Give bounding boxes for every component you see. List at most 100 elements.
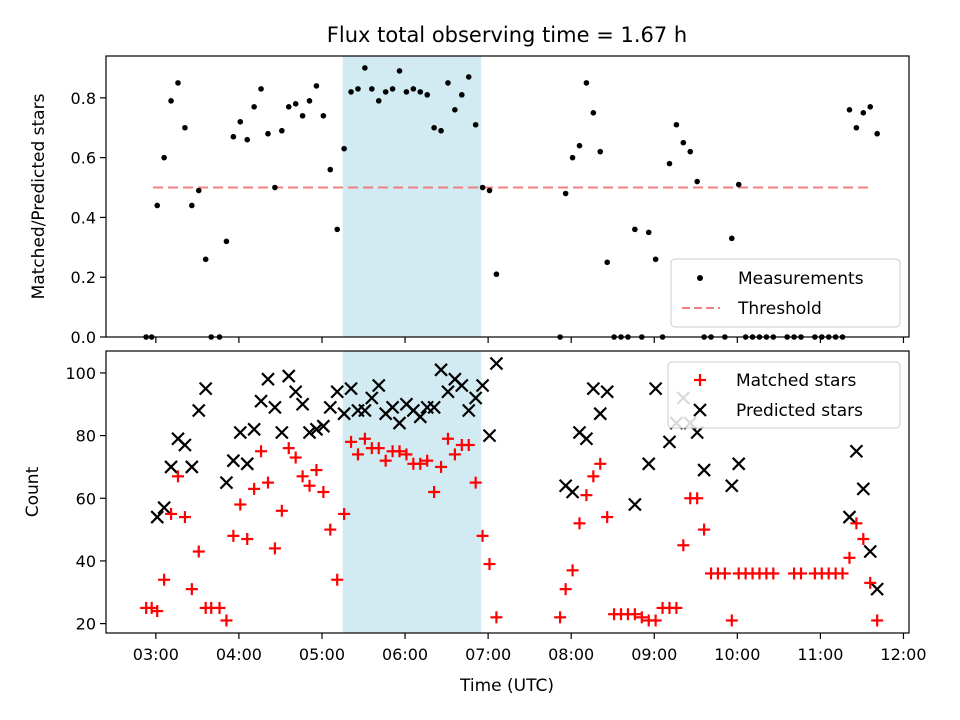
bottom-y-axis-label: Count bbox=[23, 466, 43, 517]
matched-stars-point bbox=[857, 533, 870, 545]
measurement-point bbox=[867, 104, 874, 110]
matched-stars-point bbox=[649, 614, 662, 627]
predicted-stars-point bbox=[842, 510, 857, 524]
matched-stars-point bbox=[698, 523, 711, 536]
predicted-stars-point bbox=[863, 544, 878, 559]
legend-marker-measurements bbox=[697, 275, 703, 281]
measurement-point bbox=[320, 112, 327, 119]
predicted-stars-point bbox=[434, 363, 448, 377]
matched-stars-point bbox=[324, 523, 337, 536]
predicted-stars-point bbox=[358, 403, 372, 418]
predicted-stars-point bbox=[185, 460, 199, 474]
measurement-point bbox=[583, 80, 590, 86]
legend-label-threshold: Threshold bbox=[737, 299, 822, 319]
top-legend: Measurements Threshold bbox=[670, 258, 901, 328]
matched-stars-point bbox=[850, 517, 863, 530]
measurement-point bbox=[292, 101, 299, 107]
predicted-stars-point bbox=[385, 400, 400, 415]
predicted-stars-point bbox=[275, 425, 289, 440]
measurement-point bbox=[417, 89, 424, 95]
predicted-stars-point bbox=[565, 485, 580, 499]
matched-stars-point bbox=[435, 460, 448, 473]
matched-stars-point bbox=[843, 551, 856, 564]
measurement-point bbox=[223, 238, 230, 245]
predicted-stars-point bbox=[731, 457, 746, 471]
measurement-point bbox=[348, 89, 354, 95]
measurement-point bbox=[632, 226, 638, 233]
matched-stars-point bbox=[310, 464, 323, 477]
predicted-stars-point bbox=[482, 428, 497, 443]
matched-stars-point bbox=[261, 476, 274, 489]
measurement-point bbox=[272, 184, 278, 191]
predicted-stars-point bbox=[489, 356, 504, 371]
predicted-stars-point bbox=[475, 378, 490, 393]
matched-stars-point bbox=[725, 614, 738, 627]
x-tick-label: 09:00 bbox=[631, 645, 677, 664]
matched-stars-point bbox=[718, 567, 731, 580]
bottom-y-tick-label: 80 bbox=[76, 427, 96, 446]
measurement-point bbox=[562, 190, 569, 197]
predicted-stars-point bbox=[330, 384, 344, 399]
matched-stars-point bbox=[165, 507, 178, 520]
measurement-point bbox=[306, 98, 313, 104]
matched-stars-point bbox=[345, 435, 358, 448]
predicted-stars-point bbox=[226, 453, 241, 468]
predicted-stars-point bbox=[233, 425, 248, 440]
matched-stars-point bbox=[372, 442, 385, 455]
predicted-stars-point bbox=[849, 444, 864, 459]
predicted-stars-point bbox=[150, 510, 165, 524]
measurement-point bbox=[652, 256, 659, 263]
legend-label-measurements: Measurements bbox=[738, 269, 864, 289]
measurement-point bbox=[445, 80, 451, 86]
matched-stars-point bbox=[234, 498, 247, 511]
matched-stars-point bbox=[587, 470, 600, 483]
matched-stars-point bbox=[670, 601, 683, 614]
matched-stars-point bbox=[296, 470, 309, 483]
bottom-legend-box bbox=[667, 361, 901, 429]
measurement-point bbox=[202, 256, 209, 263]
matched-stars-point bbox=[241, 533, 254, 545]
x-tick-label: 08:00 bbox=[548, 645, 594, 664]
top-y-axis-label: Matched/Predicted stars bbox=[29, 93, 49, 299]
predicted-stars-point bbox=[648, 381, 663, 396]
measurement-point bbox=[313, 83, 320, 89]
measurement-point bbox=[424, 92, 431, 98]
measurement-point bbox=[576, 142, 583, 149]
matched-stars-point bbox=[282, 442, 295, 455]
matched-stars-point bbox=[220, 614, 233, 627]
matched-stars-point bbox=[268, 542, 281, 555]
measurement-point bbox=[452, 107, 458, 113]
top-chart: 0.0 0.2 0.4 0.6 0.8 Matched/Predicted stars bbox=[29, 56, 905, 347]
measurement-point bbox=[355, 86, 361, 92]
legend-label-predicted: Predicted stars bbox=[736, 401, 863, 421]
bottom-data-marks bbox=[140, 356, 884, 627]
matched-stars-point bbox=[303, 479, 316, 492]
predicted-stars-point bbox=[261, 372, 275, 386]
measurement-point bbox=[168, 98, 174, 104]
measurement-point bbox=[175, 80, 181, 86]
measurement-point bbox=[154, 202, 161, 209]
matched-stars-point bbox=[351, 448, 364, 461]
matched-stars-point bbox=[554, 611, 567, 624]
measurement-point bbox=[258, 86, 264, 92]
measurement-point bbox=[486, 187, 493, 194]
measurement-point bbox=[645, 229, 652, 236]
measurement-point bbox=[244, 136, 251, 143]
predicted-stars-point bbox=[247, 422, 261, 437]
observing-span-bottom bbox=[342, 351, 482, 633]
matched-stars-point bbox=[255, 445, 268, 458]
measurement-point bbox=[465, 74, 472, 80]
bottom-y-tick-label: 40 bbox=[76, 552, 96, 571]
top-legend-box bbox=[670, 258, 901, 328]
matched-stars-point bbox=[428, 486, 441, 498]
matched-stars-point bbox=[192, 545, 205, 558]
predicted-stars-point bbox=[337, 406, 351, 421]
matched-stars-point bbox=[628, 608, 641, 621]
predicted-stars-point bbox=[302, 425, 317, 440]
predicted-stars-point bbox=[697, 463, 711, 477]
matched-stars-point bbox=[795, 567, 808, 580]
measurement-point bbox=[403, 89, 410, 95]
predicted-stars-point bbox=[461, 403, 476, 418]
predicted-stars-point bbox=[600, 384, 614, 399]
